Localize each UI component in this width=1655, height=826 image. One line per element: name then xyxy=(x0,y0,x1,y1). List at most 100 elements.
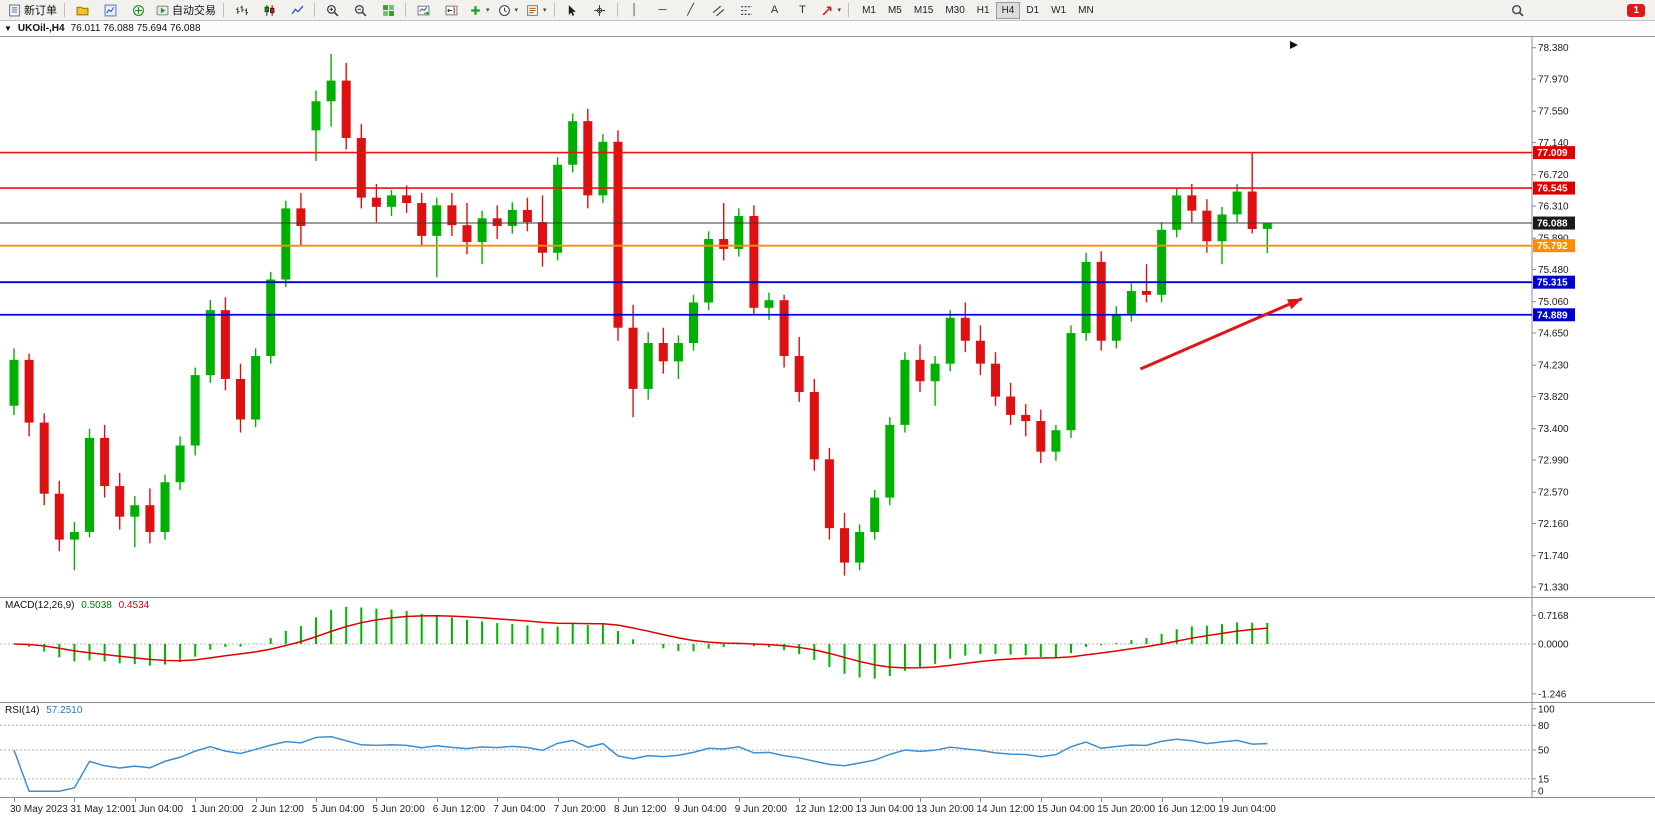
time-tick xyxy=(195,798,197,802)
price-tag: 76.545 xyxy=(1533,181,1575,195)
channel-button[interactable] xyxy=(705,0,733,20)
svg-text:77.009: 77.009 xyxy=(1537,148,1568,159)
cursor-button[interactable] xyxy=(558,0,586,20)
timeframe-button-M30[interactable]: M30 xyxy=(945,4,965,16)
templates-button[interactable]: ▾ xyxy=(522,0,551,20)
timeframe-button-W1[interactable]: W1 xyxy=(1051,4,1067,16)
tile-windows-button[interactable] xyxy=(374,0,402,20)
arrows-icon xyxy=(821,4,834,17)
candle xyxy=(643,332,653,400)
timeframe-button-M15[interactable]: M15 xyxy=(913,4,934,16)
candle xyxy=(447,193,457,236)
svg-text:74.889: 74.889 xyxy=(1537,310,1568,321)
toolbar-separator xyxy=(405,3,406,17)
cursor-icon xyxy=(565,4,578,17)
time-tick xyxy=(1222,798,1223,802)
new-order-button[interactable]: 新订单 xyxy=(4,0,61,20)
fibonacci-icon xyxy=(740,4,753,17)
fibonacci-button[interactable] xyxy=(733,0,761,20)
crosshair-button[interactable] xyxy=(586,0,614,20)
bar-chart-button[interactable] xyxy=(227,0,255,20)
svg-text:77.970: 77.970 xyxy=(1538,75,1569,86)
trend-arrow-annotation[interactable] xyxy=(1139,297,1303,371)
chart-menu-button[interactable]: ▼ xyxy=(4,24,12,33)
rsi-indicator-chart[interactable]: 100 80 50 15 0 xyxy=(0,703,1655,797)
time-tick xyxy=(557,798,559,802)
toolbar-separator xyxy=(314,3,315,17)
line-chart-button[interactable] xyxy=(283,0,311,20)
time-axis[interactable]: 30 May 2023 31 May 12:00 1 Jun 04:00 1 Jun … xyxy=(0,798,1655,820)
candle xyxy=(341,63,351,150)
candle xyxy=(145,488,155,544)
candle xyxy=(1081,252,1091,341)
svg-text:71.740: 71.740 xyxy=(1538,551,1569,562)
chart-shift-marker[interactable] xyxy=(1290,41,1298,49)
time-label: 14 Jun 12:00 xyxy=(976,804,1035,815)
profiles-button[interactable] xyxy=(68,0,96,20)
candle xyxy=(1172,187,1182,238)
toolbar-separator xyxy=(223,3,224,17)
data-window-button[interactable] xyxy=(96,0,124,20)
svg-text:0.0000: 0.0000 xyxy=(1538,640,1569,651)
candle xyxy=(220,297,230,391)
arrows-button[interactable]: ▾ xyxy=(817,0,846,20)
candle xyxy=(251,348,261,428)
notification-badge[interactable]: 1 xyxy=(1627,3,1645,17)
time-label: 15 Jun 20:00 xyxy=(1097,804,1156,815)
svg-text:72.990: 72.990 xyxy=(1538,456,1569,467)
auto-trading-button[interactable]: 自动交易 xyxy=(152,0,220,20)
svg-text:0: 0 xyxy=(1538,787,1544,797)
timeframe-button-H4[interactable]: H4 xyxy=(995,1,1021,19)
candle xyxy=(673,335,683,379)
time-tick xyxy=(980,798,982,802)
timeframe-button-D1[interactable]: D1 xyxy=(1026,4,1040,16)
horizontal-line-button[interactable]: ─ xyxy=(649,0,677,20)
candle xyxy=(689,294,698,351)
svg-text:75.060: 75.060 xyxy=(1538,297,1569,308)
zoom-in-button[interactable] xyxy=(318,0,346,20)
add-indicator-button[interactable]: ▾ xyxy=(465,0,494,20)
chart-titlebar: ▼ UKOil-,H4 76.011 76.088 75.694 76.088 xyxy=(0,21,1655,37)
candle xyxy=(658,327,668,374)
time-tick xyxy=(316,798,317,802)
timeframe-button-H1[interactable]: H1 xyxy=(976,4,990,16)
candle xyxy=(613,130,623,341)
macd-indicator-chart[interactable]: 0.7168 0.0000 -1.246 xyxy=(0,598,1655,702)
periods-button[interactable]: ▾ xyxy=(494,0,523,20)
auto-scroll-button[interactable] xyxy=(409,0,437,20)
chart-symbol-title: UKOil-,H4 xyxy=(17,23,65,34)
vertical-line-button[interactable]: │ xyxy=(621,0,649,20)
timeframe-button-M5[interactable]: M5 xyxy=(887,4,902,16)
candle xyxy=(1126,283,1136,322)
candle xyxy=(54,480,64,552)
zoom-in-icon xyxy=(326,4,339,17)
svg-text:75.792: 75.792 xyxy=(1537,241,1568,252)
price-axis[interactable]: 78.38077.97077.55077.14076.72076.31075.8… xyxy=(1532,43,1569,594)
candle xyxy=(628,304,638,418)
zoom-out-button[interactable] xyxy=(346,0,374,20)
timeframe-button-M1[interactable]: M1 xyxy=(862,4,876,16)
candle xyxy=(130,496,140,548)
data-window-icon xyxy=(104,4,117,17)
candle xyxy=(24,353,34,437)
rsi-main-value: 57.2510 xyxy=(46,705,83,716)
candlestick-chart[interactable]: 78.38077.97077.55077.14076.72076.31075.8… xyxy=(0,37,1655,597)
text-button[interactable]: A xyxy=(761,0,789,20)
symbol-search-icon xyxy=(1511,4,1524,17)
svg-text:74.230: 74.230 xyxy=(1538,361,1569,372)
label-icon: T xyxy=(799,3,806,16)
candlestick-chart-button[interactable] xyxy=(255,0,283,20)
candle xyxy=(598,134,608,204)
svg-text:76.088: 76.088 xyxy=(1537,219,1568,230)
navigator-button[interactable] xyxy=(124,0,152,20)
chart-shift-button[interactable] xyxy=(437,0,465,20)
time-label: 5 Jun 04:00 xyxy=(312,804,365,815)
trendline-button[interactable]: ╱ xyxy=(677,0,705,20)
timeframe-button-MN[interactable]: MN xyxy=(1078,4,1094,16)
candles-layer xyxy=(9,53,1272,576)
symbol-search-button[interactable] xyxy=(1503,0,1531,20)
time-label: 12 Jun 12:00 xyxy=(795,804,854,815)
label-button[interactable]: T xyxy=(789,0,817,20)
candle xyxy=(402,185,412,213)
candle xyxy=(779,294,789,368)
